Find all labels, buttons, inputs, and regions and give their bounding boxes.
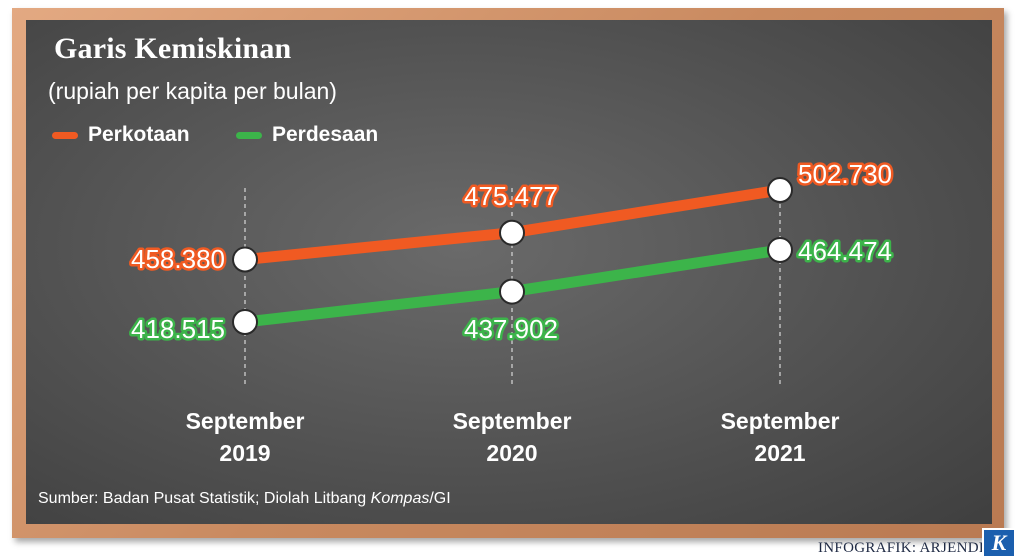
- point-perkotaan-1: [499, 219, 525, 246]
- kompas-logo: K: [982, 528, 1016, 558]
- x-tick-label-month-1: September: [453, 408, 572, 434]
- point-perdesaan-0: [232, 309, 258, 335]
- source-suffix: /GI: [429, 490, 451, 507]
- data-label-perdesaan-2: 464.474: [798, 236, 892, 266]
- x-tick-label-month-0: September: [186, 408, 305, 434]
- legend-label-perkotaan: Perkotaan: [88, 123, 190, 146]
- chart-title: Garis Kemiskinan: [54, 32, 292, 65]
- legend-label-perdesaan: Perdesaan: [272, 123, 379, 146]
- data-label-perkotaan-1: 475.477: [464, 181, 558, 211]
- legend-perkotaan: Perkotaan: [52, 123, 190, 147]
- infographic-credit: INFOGRAFIK: ARJENDRO: [818, 540, 1001, 556]
- x-tick-label-year-0: 2019: [219, 440, 270, 466]
- point-perdesaan-1: [499, 278, 525, 305]
- point-perdesaan-2: [767, 236, 793, 263]
- x-tick-label-month-2: September: [721, 408, 840, 434]
- point-perkotaan-2: [767, 177, 793, 203]
- data-label-perkotaan-2: 502.730: [798, 159, 892, 189]
- source-note: Sumber: Badan Pusat Statistik; Diolah Li…: [38, 490, 451, 508]
- legend-perdesaan: Perdesaan: [236, 123, 378, 147]
- x-tick-label-year-1: 2020: [486, 440, 537, 466]
- source-prefix: Sumber: Badan Pusat Statistik; Diolah Li…: [38, 490, 371, 507]
- legend-swatch-perdesaan: [236, 131, 262, 139]
- chalkboard: [26, 20, 992, 524]
- source-italic: Kompas: [370, 490, 430, 507]
- chart-subtitle: (rupiah per kapita per bulan): [48, 78, 337, 104]
- point-perkotaan-0: [232, 246, 258, 273]
- data-label-perdesaan-1: 437.902: [464, 314, 558, 344]
- data-label-perdesaan-0: 418.515: [131, 314, 225, 344]
- x-tick-label-year-2: 2021: [754, 440, 805, 466]
- legend-swatch-perkotaan: [52, 131, 78, 139]
- data-label-perkotaan-0: 458.380: [131, 244, 225, 274]
